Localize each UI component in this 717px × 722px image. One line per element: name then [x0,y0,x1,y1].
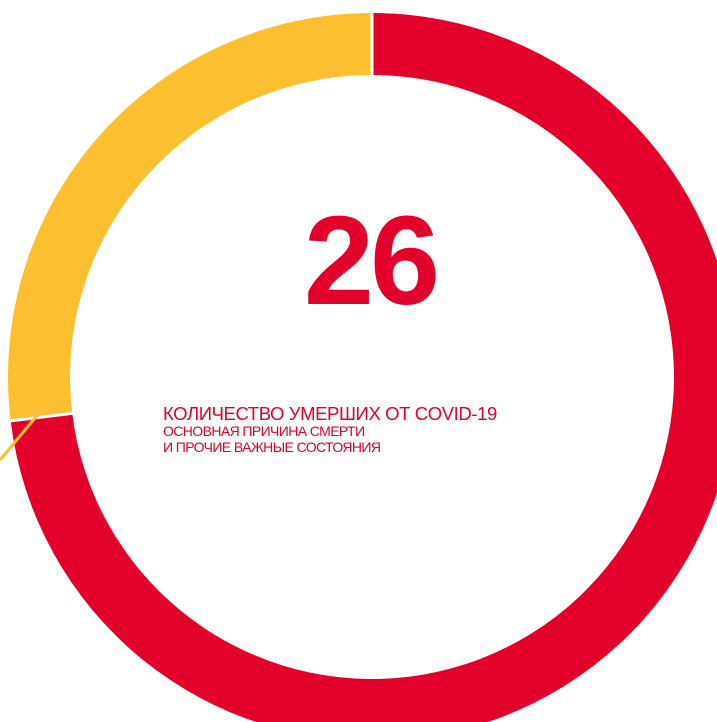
center-caption: КОЛИЧЕСТВО УМЕРШИХ ОТ COVID-19 ОСНОВНАЯ … [163,403,623,456]
caption-title: КОЛИЧЕСТВО УМЕРШИХ ОТ COVID-19 [163,403,497,424]
slice-separators [6,9,374,423]
donut-slice-2 [7,13,372,421]
slice-separator-2 [6,411,77,423]
leader-line [0,405,47,461]
caption-subtitle-2: И ПРОЧИЕ ВАЖНЫЕ СОСТОЯНИЯ [163,439,381,456]
caption-subtitle-1: ОСНОВНАЯ ПРИЧИНА СМЕРТИ [163,423,365,440]
total-deaths-value: 26 [303,190,440,331]
donut-slices [7,13,717,722]
